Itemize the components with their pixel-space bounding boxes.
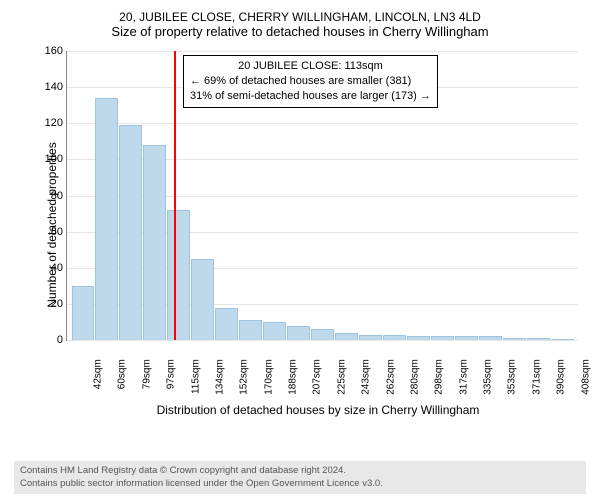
histogram-bar: [215, 308, 238, 341]
histogram-bar: [119, 125, 142, 340]
histogram-bar: [335, 333, 358, 340]
footer-line2: Contains public sector information licen…: [20, 478, 580, 490]
histogram-bar: [287, 326, 310, 340]
y-tick-label: 60: [37, 226, 63, 238]
histogram-bar: [143, 145, 166, 340]
annotation-line1: 20 JUBILEE CLOSE: 113sqm: [190, 59, 431, 74]
histogram-bar: [431, 336, 454, 340]
histogram-bar: [239, 320, 262, 340]
histogram-chart: Number of detached properties 0204060801…: [58, 45, 578, 415]
plot-region: 020406080100120140160 20 JUBILEE CLOSE: …: [66, 51, 578, 341]
y-tick-label: 100: [37, 153, 63, 165]
histogram-bar: [359, 335, 382, 340]
histogram-bar: [167, 210, 190, 340]
histogram-bar: [72, 286, 95, 340]
histogram-bar: [479, 336, 502, 340]
page-subtitle: Size of property relative to detached ho…: [14, 24, 586, 39]
histogram-bar: [263, 322, 286, 340]
y-tick-label: 80: [37, 190, 63, 202]
gridline: [67, 340, 578, 341]
reference-line: [174, 51, 176, 340]
y-tick-label: 0: [37, 334, 63, 346]
footer-line1: Contains HM Land Registry data © Crown c…: [20, 465, 580, 477]
annotation-box: 20 JUBILEE CLOSE: 113sqm ← 69% of detach…: [183, 55, 438, 108]
y-tick-label: 120: [37, 117, 63, 129]
histogram-bar: [407, 336, 430, 340]
histogram-bar: [527, 338, 550, 340]
y-tick-label: 20: [37, 298, 63, 310]
y-tick-label: 140: [37, 81, 63, 93]
histogram-bar: [95, 98, 118, 340]
histogram-bar: [503, 338, 526, 340]
y-tick-label: 160: [37, 45, 63, 57]
annotation-line2: ← 69% of detached houses are smaller (38…: [190, 74, 431, 89]
annotation-line3: 31% of semi-detached houses are larger (…: [190, 89, 431, 104]
histogram-bar: [551, 339, 574, 340]
histogram-bar: [191, 259, 214, 340]
page-address-title: 20, JUBILEE CLOSE, CHERRY WILLINGHAM, LI…: [14, 10, 586, 24]
histogram-bar: [383, 335, 406, 340]
histogram-bar: [455, 336, 478, 340]
y-tick-label: 40: [37, 262, 63, 274]
histogram-bar: [311, 329, 334, 340]
x-tick-label: 408sqm: [578, 347, 600, 371]
x-axis-label: Distribution of detached houses by size …: [58, 403, 578, 417]
footer-attribution: Contains HM Land Registry data © Crown c…: [14, 461, 586, 494]
